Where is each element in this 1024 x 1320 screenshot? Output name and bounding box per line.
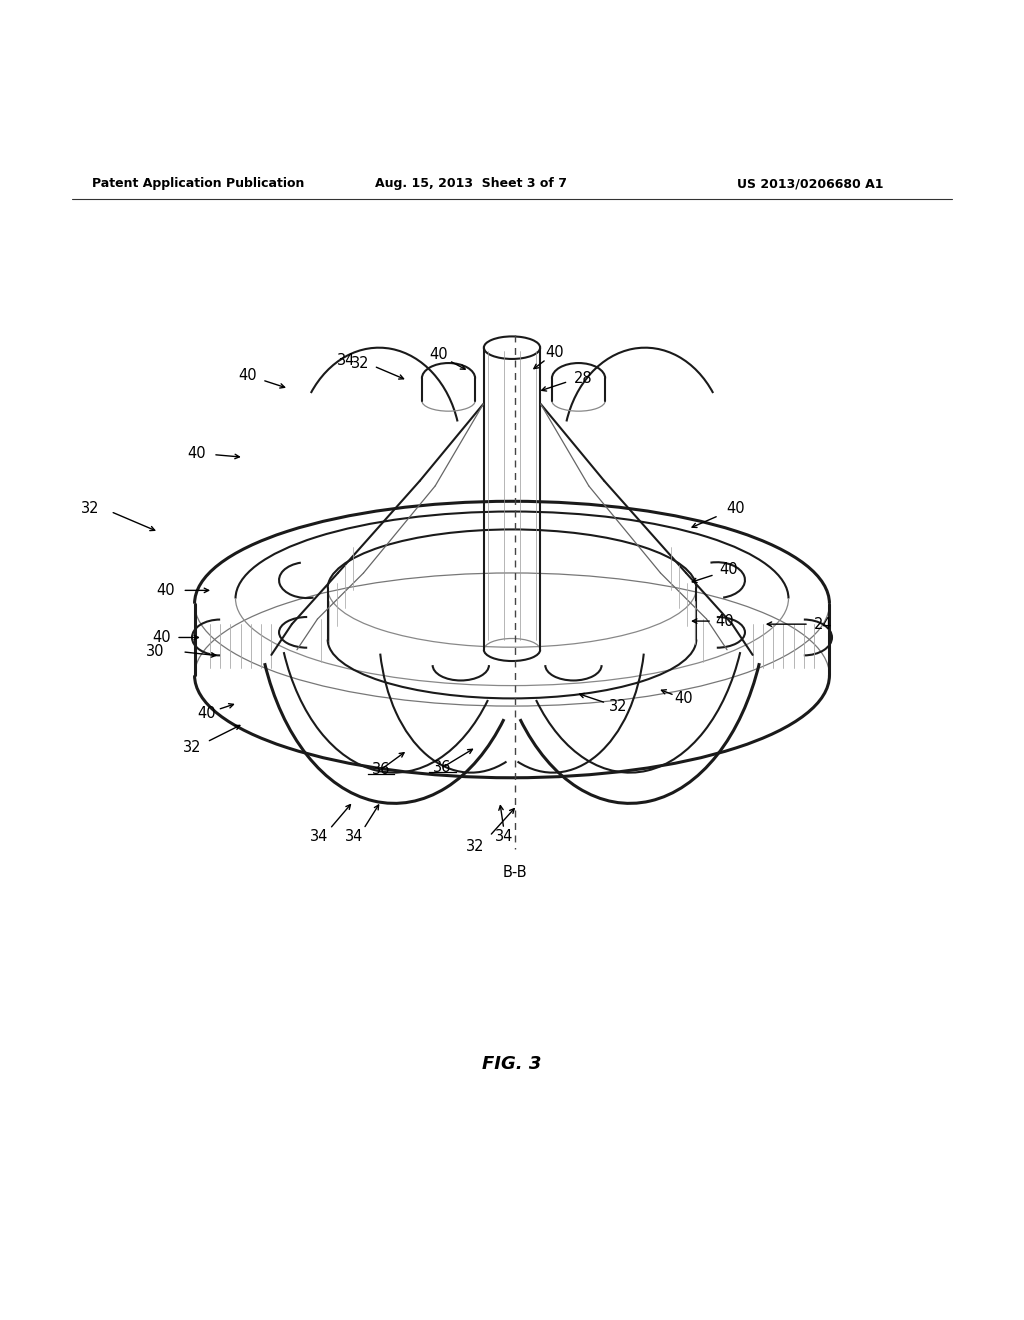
Text: 32: 32: [466, 840, 484, 854]
Text: 40: 40: [726, 502, 744, 516]
Text: 32: 32: [183, 739, 202, 755]
Text: 36: 36: [433, 760, 452, 775]
Text: 34: 34: [337, 354, 355, 368]
Text: 32: 32: [609, 698, 628, 714]
Text: 40: 40: [187, 446, 206, 461]
Text: 40: 40: [157, 583, 175, 598]
Text: B-B: B-B: [503, 866, 527, 880]
Text: 40: 40: [429, 347, 447, 363]
Text: 34: 34: [345, 829, 364, 843]
Text: Patent Application Publication: Patent Application Publication: [92, 177, 304, 190]
Text: FIG. 3: FIG. 3: [482, 1056, 542, 1073]
Text: 34: 34: [310, 829, 329, 843]
Text: 40: 40: [716, 614, 734, 628]
Text: 36: 36: [372, 762, 390, 777]
Text: 40: 40: [720, 562, 738, 577]
Text: 28: 28: [573, 371, 592, 385]
Text: US 2013/0206680 A1: US 2013/0206680 A1: [737, 177, 884, 190]
Text: 40: 40: [546, 346, 564, 360]
Text: 24: 24: [814, 616, 833, 632]
Text: 34: 34: [495, 829, 513, 843]
Text: 32: 32: [351, 355, 370, 371]
Text: 40: 40: [198, 706, 216, 721]
Text: Aug. 15, 2013  Sheet 3 of 7: Aug. 15, 2013 Sheet 3 of 7: [375, 177, 567, 190]
Text: 32: 32: [81, 502, 99, 516]
Text: 40: 40: [675, 692, 693, 706]
Text: 40: 40: [153, 630, 171, 645]
Text: 40: 40: [239, 368, 257, 383]
Text: 30: 30: [146, 644, 165, 659]
